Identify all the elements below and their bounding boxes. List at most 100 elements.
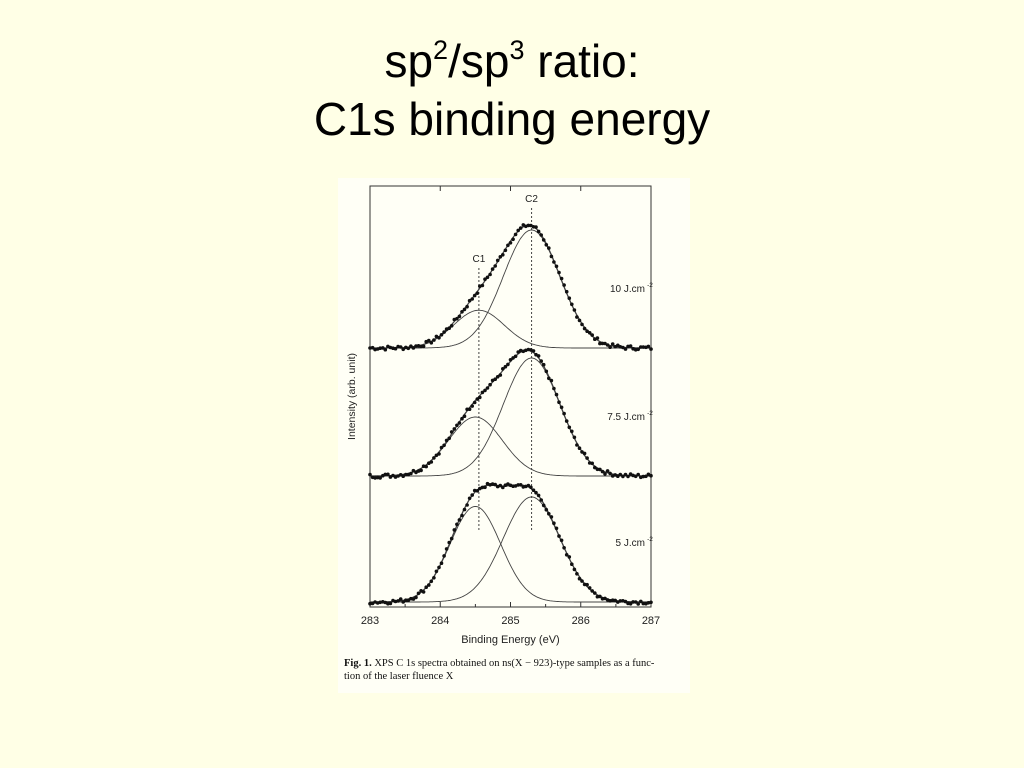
data-point [585, 582, 589, 587]
data-point [447, 540, 451, 545]
data-point [424, 585, 428, 589]
data-point [582, 451, 587, 456]
data-point [567, 555, 572, 559]
data-point [590, 589, 594, 593]
data-point [572, 308, 577, 312]
plot-frame [369, 185, 652, 608]
data-point [368, 346, 372, 350]
data-point [404, 472, 408, 477]
data-point [564, 419, 569, 423]
data-point [567, 296, 572, 300]
data-point [513, 232, 518, 237]
data-point [649, 600, 653, 605]
data-point [406, 346, 411, 351]
data-point [547, 246, 551, 250]
data-point [478, 395, 482, 400]
data-point [470, 297, 474, 301]
data-point [554, 264, 559, 269]
fit-component-c1 [370, 309, 651, 349]
data-point [577, 446, 582, 451]
data-point [544, 243, 549, 247]
data-point [409, 344, 413, 348]
data-point [501, 253, 505, 257]
data-point [373, 476, 377, 480]
data-point [513, 354, 518, 359]
data-point [557, 270, 561, 275]
data-point [639, 345, 643, 349]
data-point [587, 586, 592, 590]
data-point [457, 421, 462, 425]
data-point [636, 347, 640, 352]
data-point [442, 443, 446, 448]
x-tick-label: 286 [572, 615, 590, 627]
data-point [590, 461, 594, 466]
data-point [575, 315, 579, 319]
data-point [483, 485, 487, 490]
data-point [646, 344, 651, 349]
data-point [595, 336, 600, 340]
data-point [470, 404, 474, 408]
data-point [623, 347, 628, 351]
title-part-slash-sp: /sp [448, 35, 510, 87]
data-point [447, 326, 451, 330]
data-point [526, 483, 531, 488]
data-point [457, 314, 462, 319]
data-point [636, 602, 640, 606]
data-point [437, 565, 441, 570]
data-point [598, 594, 602, 599]
data-point [501, 367, 505, 371]
data-point [564, 553, 569, 557]
data-point [608, 345, 612, 349]
data-point [411, 346, 416, 350]
data-point [598, 341, 602, 346]
data-point [639, 599, 643, 604]
data-point [623, 472, 628, 477]
data-point [447, 436, 451, 441]
data-point [633, 600, 638, 604]
data-point [490, 267, 495, 271]
data-point [383, 472, 388, 477]
data-point [381, 346, 385, 350]
data-point [485, 386, 490, 390]
data-point [610, 342, 615, 346]
data-point [467, 496, 472, 501]
data-point [593, 591, 597, 595]
title-sup-2: 2 [433, 35, 449, 65]
fit-component-c1 [370, 506, 651, 603]
data-point [388, 601, 393, 606]
data-point [585, 456, 589, 460]
data-point [570, 562, 574, 566]
data-point [370, 345, 375, 350]
data-point [508, 241, 513, 245]
x-tick-label: 287 [642, 615, 660, 627]
data-point [480, 283, 485, 288]
data-point [383, 347, 388, 352]
data-point [549, 254, 554, 259]
x-tick-label: 285 [501, 615, 519, 627]
data-point [541, 238, 546, 242]
data-point [534, 490, 538, 495]
data-point [503, 364, 508, 369]
data-point [644, 474, 648, 479]
data-point [401, 600, 405, 604]
data-point [419, 468, 423, 473]
data-point [633, 474, 638, 479]
data-point [437, 452, 441, 456]
data-point [378, 346, 382, 350]
data-point [559, 405, 564, 410]
data-point [549, 515, 554, 519]
data-point [636, 472, 640, 477]
data-point [559, 538, 564, 543]
data-point [427, 338, 431, 343]
data-point [455, 423, 459, 428]
data-point [467, 407, 472, 411]
data-point [577, 318, 582, 323]
data-point [460, 416, 464, 421]
fit-component-c1 [370, 416, 651, 477]
data-point [455, 316, 459, 321]
data-point [432, 456, 436, 460]
data-point [378, 476, 382, 480]
panel-label-sup: -2 [647, 282, 653, 289]
panel-label: 5 J.cm [616, 538, 645, 549]
data-point [618, 472, 623, 477]
